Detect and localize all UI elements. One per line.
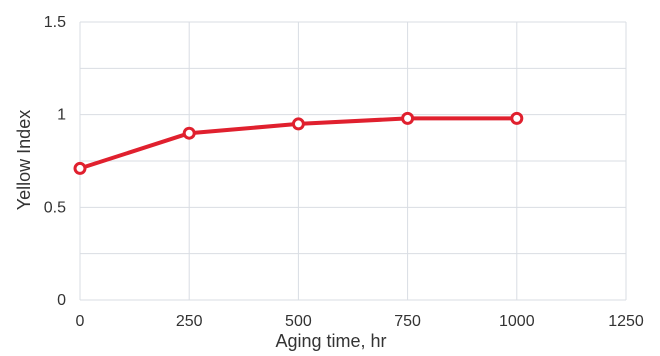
x-axis-ticks: 0 250 500 750 1000 1250 <box>76 313 644 330</box>
y-tick-label: 1 <box>57 107 66 124</box>
y-tick-label: 0 <box>57 292 66 309</box>
y-tick-label: 1.5 <box>44 14 66 31</box>
data-point <box>510 111 524 125</box>
y-tick-label: 0.5 <box>44 199 66 216</box>
data-point <box>291 117 305 131</box>
y-axis-label: Yellow Index <box>14 110 34 210</box>
data-point <box>182 126 196 140</box>
data-point <box>401 111 415 125</box>
x-tick-label: 1250 <box>608 313 644 330</box>
x-tick-label: 250 <box>176 313 203 330</box>
x-tick-label: 1000 <box>499 313 535 330</box>
y-axis-ticks: 0 0.5 1 1.5 <box>44 14 66 309</box>
data-point <box>73 161 87 175</box>
x-tick-label: 0 <box>76 313 85 330</box>
x-tick-label: 750 <box>394 313 421 330</box>
x-tick-label: 500 <box>285 313 312 330</box>
grid <box>79 21 627 301</box>
series-group <box>73 111 524 175</box>
x-axis-label: Aging time, hr <box>275 331 386 351</box>
